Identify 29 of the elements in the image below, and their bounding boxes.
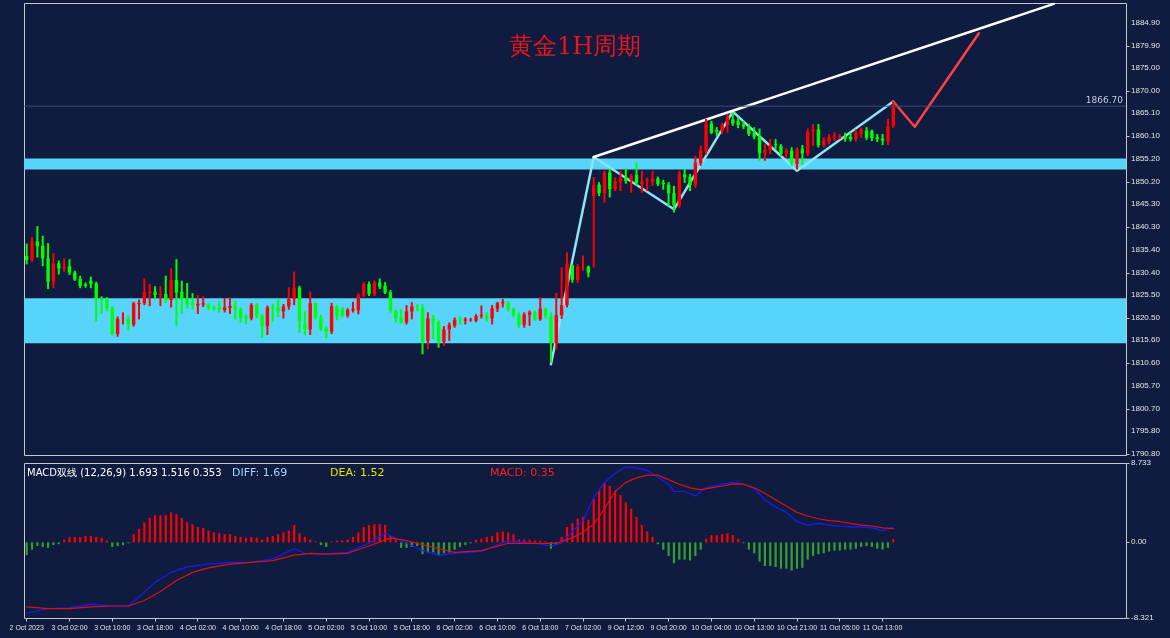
y-tick-label: 1865.10 bbox=[1131, 108, 1161, 118]
y-tick-label: 1810.60 bbox=[1131, 358, 1161, 368]
annotation: MACD: 0.35 bbox=[490, 466, 555, 479]
y-tick-label: 1790.80 bbox=[1131, 449, 1161, 459]
y-tick-label: 1835.40 bbox=[1131, 244, 1161, 254]
y-tick-label: 1879.90 bbox=[1131, 40, 1161, 50]
y-tick-label: 1795.80 bbox=[1131, 426, 1161, 436]
y-tick-label: 1815.60 bbox=[1131, 335, 1161, 345]
y-tick-label: -8.321 bbox=[1131, 613, 1155, 622]
y-tick-label: 8.733 bbox=[1131, 458, 1152, 467]
y-tick-label: 1845.30 bbox=[1131, 199, 1161, 209]
y-tick-label: 0.00 bbox=[1131, 537, 1148, 547]
ref-line-label: 1866.70 bbox=[1085, 95, 1124, 106]
y-tick-label: 1830.40 bbox=[1131, 267, 1161, 277]
y-tick-label: 1855.20 bbox=[1131, 153, 1161, 163]
annotation: DIFF: 1.69 bbox=[232, 466, 288, 479]
y-tick-label: 1825.50 bbox=[1131, 290, 1161, 300]
y-tick-label: 1884.90 bbox=[1131, 17, 1161, 27]
text: 黄金1H周期 bbox=[508, 31, 642, 60]
y-tick-label: 1850.20 bbox=[1131, 176, 1161, 186]
annotation: MACD双线 (12,26,9) 1.693 1.516 0.353 bbox=[27, 467, 222, 478]
y-tick-label: 1805.70 bbox=[1131, 380, 1161, 390]
y-tick-label: 1870.00 bbox=[1131, 86, 1161, 96]
y-tick-label: 1800.70 bbox=[1131, 403, 1161, 413]
y-tick-label: 1875.00 bbox=[1131, 63, 1161, 73]
y-tick-label: 1840.30 bbox=[1131, 222, 1161, 232]
y-tick-label: 1820.50 bbox=[1131, 312, 1161, 322]
annotation: DEA: 1.52 bbox=[330, 466, 385, 479]
y-tick-label: 1860.10 bbox=[1131, 131, 1161, 141]
